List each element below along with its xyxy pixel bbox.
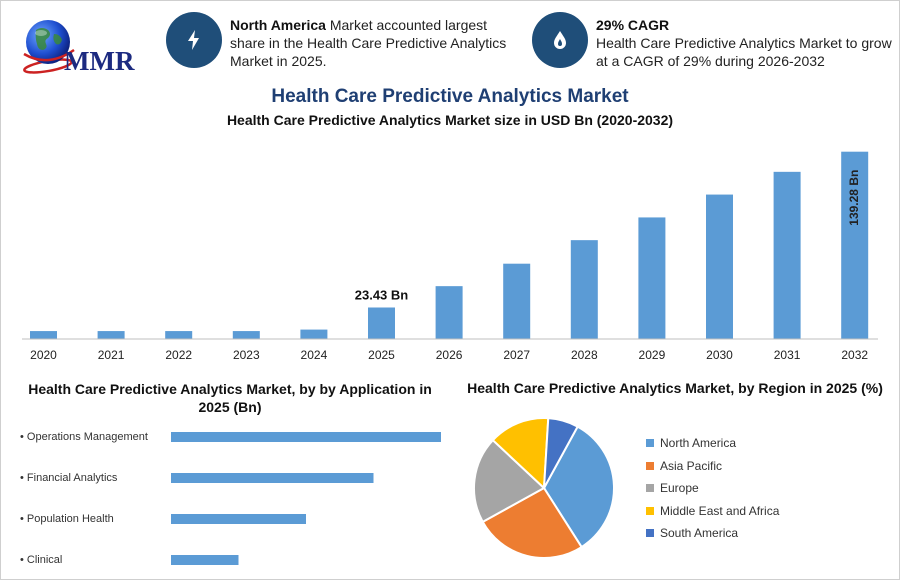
x-tick-label: 2026 (436, 348, 463, 362)
legend-swatch (646, 461, 654, 470)
bar-2025 (368, 307, 395, 339)
x-tick-label: 2032 (841, 348, 868, 362)
legend-swatch (646, 529, 654, 537)
bar-2026 (435, 286, 463, 339)
lightning-bolt-icon (188, 30, 199, 50)
legend-label: Middle East and Africa (660, 503, 780, 518)
bar-2028 (570, 240, 598, 339)
x-tick-label: 2027 (503, 348, 530, 362)
legend-swatch (646, 484, 654, 492)
legend-label: Europe (660, 481, 699, 495)
category-label: • Clinical (20, 554, 62, 566)
fact-icon-circle (532, 12, 588, 68)
bar-2021 (97, 331, 125, 339)
fact-icon-circle (166, 12, 222, 68)
fact-highlight: North America (230, 17, 326, 33)
application-bar (171, 473, 374, 483)
x-tick-label: 2020 (30, 348, 57, 362)
pie-slice (491, 417, 550, 491)
bar-2031 (773, 171, 801, 339)
bar-2027 (503, 263, 531, 339)
bar-2032 (841, 151, 869, 339)
fact-text: North America Market accounted largest s… (230, 16, 510, 70)
application-bar (171, 432, 441, 442)
x-tick-label: 2023 (233, 348, 260, 362)
pie-slice (543, 417, 579, 489)
fact-north-america: North America Market accounted largest s… (166, 12, 516, 72)
application-bar (171, 555, 239, 565)
region-legend: North America Asia Pacific Europe Middle Ea… (646, 436, 779, 549)
bar-2029 (638, 217, 666, 339)
bar-2020 (30, 331, 57, 339)
application-chart-title: Health Care Predictive Analytics Market,… (28, 381, 432, 415)
x-tick-label: 2022 (165, 348, 192, 362)
main-title: Health Care Predictive Analytics Market (271, 86, 629, 107)
application-bar (171, 514, 306, 524)
mmr-logo: MMR (18, 14, 138, 76)
category-label: • Financial Analytics (20, 472, 118, 484)
region-pie-chart (473, 417, 615, 559)
legend-item: South America (646, 526, 779, 549)
legend-label: North America (660, 436, 737, 450)
x-tick-label: 2030 (706, 348, 733, 362)
legend-item: Europe (646, 481, 779, 504)
flame-drop-icon (554, 31, 566, 49)
fact-text: 29% CAGR Health Care Predictive Analytic… (596, 16, 896, 70)
legend-swatch (646, 506, 654, 515)
bar-2023 (232, 331, 260, 339)
pie-slice (481, 486, 583, 559)
x-tick-label: 2028 (571, 348, 598, 362)
bar-2030 (706, 194, 733, 339)
category-label: • Population Health (20, 513, 114, 525)
category-label: • Operations Management (20, 431, 148, 443)
globe-icon (23, 20, 75, 74)
bar-2024 (300, 329, 328, 339)
legend-label: South America (660, 526, 739, 540)
fact-description: Market accounted largest share in the He… (230, 17, 507, 69)
x-tick-label: 2029 (639, 348, 666, 362)
fact-highlight: 29% CAGR (596, 17, 670, 33)
bar-2022 (165, 331, 193, 339)
brand-name: MMR (64, 46, 135, 76)
x-tick-label: 2021 (98, 348, 125, 362)
application-bar-chart: • Operations Management • Financial Analy… (20, 431, 441, 566)
market-size-bar-chart: 2020 2021 2022 2023 2024 2025 2026 2027 2028 2029… (22, 151, 878, 362)
bar-chart-title: Health Care Predictive Analytics Market … (226, 112, 674, 128)
fact-cagr: 29% CAGR Health Care Predictive Analytic… (532, 12, 892, 72)
pie-slice (473, 438, 546, 524)
x-tick-label: 2025 (368, 348, 395, 362)
fact-description: Health Care Predictive Analytics Market … (596, 35, 892, 69)
legend-item: Asia Pacific (646, 459, 779, 482)
legend-label: Asia Pacific (660, 458, 723, 473)
region-chart-title: Health Care Predictive Analytics Market,… (467, 380, 883, 396)
data-label: 23.43 Bn (355, 287, 409, 302)
legend-item: Middle East and Africa (646, 504, 779, 527)
x-tick-label: 2031 (774, 348, 801, 362)
data-label: 139.28 Bn (847, 170, 861, 226)
legend-swatch (646, 439, 654, 447)
legend-item: North America (646, 436, 779, 459)
x-tick-label: 2024 (301, 348, 328, 362)
